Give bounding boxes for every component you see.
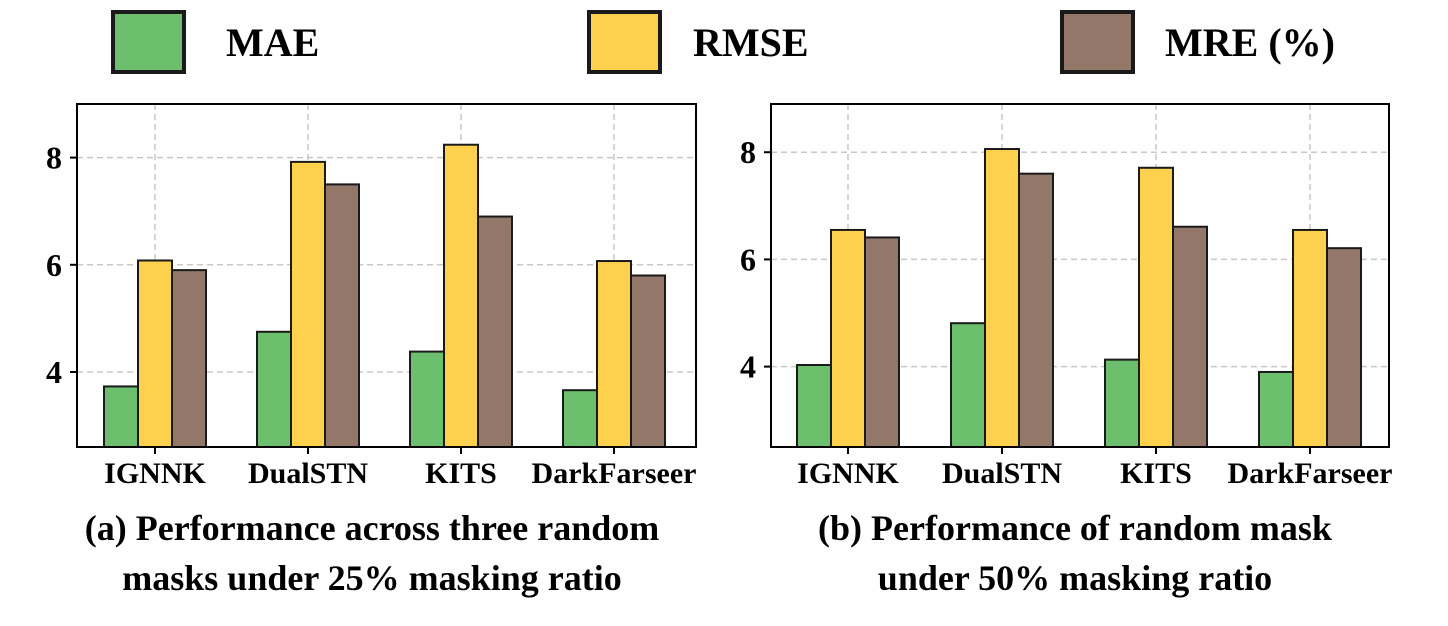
legend-label-mre: MRE (%) — [1165, 20, 1335, 65]
axes-frame — [770, 103, 1390, 448]
bar-mre-dualstn — [324, 183, 360, 448]
bar-mae-dualstn — [256, 330, 292, 448]
category-label-dualstn: DualSTN — [248, 457, 368, 490]
legend-label-rmse: RMSE — [693, 20, 809, 65]
bar-rmse-ignnk — [137, 259, 173, 448]
legend-swatch-mre — [1060, 10, 1135, 74]
bar-mae-darkfarseer — [1258, 370, 1294, 448]
bar-rmse-dualstn — [290, 160, 326, 448]
category-label-darkfarseer: DarkFarseer — [532, 457, 697, 490]
bar-mae-kits — [409, 350, 445, 448]
category-label-darkfarseer: DarkFarseer — [1228, 457, 1393, 490]
bar-rmse-dualstn — [984, 148, 1020, 449]
category-label-ignnk: IGNNK — [797, 457, 899, 490]
caption-b-line1: (b) Performance of random mask — [818, 508, 1332, 548]
ytick-label-4: 4 — [46, 354, 62, 390]
bar-mre-kits — [477, 215, 513, 448]
bar-mre-darkfarseer — [1326, 247, 1362, 448]
category-label-dualstn: DualSTN — [942, 457, 1062, 490]
legend-swatch-rmse — [587, 10, 662, 74]
bar-rmse-darkfarseer — [596, 260, 632, 448]
caption-b-line2: under 50% masking ratio — [878, 558, 1272, 598]
ytick-label-6: 6 — [740, 241, 756, 277]
axes-frame — [76, 103, 697, 448]
bar-mae-ignnk — [103, 385, 139, 448]
bar-rmse-darkfarseer — [1292, 228, 1328, 448]
bar-mae-kits — [1104, 358, 1140, 448]
legend-swatch-mae — [111, 10, 186, 74]
ytick-label-8: 8 — [46, 140, 62, 176]
bar-rmse-ignnk — [830, 228, 866, 448]
bar-mae-ignnk — [796, 364, 832, 448]
legend-label-mae: MAE — [226, 20, 319, 65]
chart-b: 4 6 8 IGNNK DualSTN KITS DarkFarseer — [740, 103, 1393, 490]
bar-mae-dualstn — [950, 322, 986, 448]
caption-a-line1: (a) Performance across three random — [85, 508, 660, 548]
bar-mre-darkfarseer — [630, 274, 666, 448]
ytick-label-8: 8 — [740, 134, 756, 170]
bar-rmse-kits — [1138, 166, 1174, 449]
bar-mre-ignnk — [171, 269, 207, 448]
chart-a: 4 6 8 IGNNK DualSTN KITS DarkFarseer — [46, 103, 697, 490]
bar-mre-ignnk — [864, 236, 900, 448]
caption-a-line2: masks under 25% masking ratio — [122, 558, 621, 598]
bar-mre-dualstn — [1018, 172, 1054, 448]
category-label-kits: KITS — [425, 457, 497, 490]
category-label-ignnk: IGNNK — [104, 457, 206, 490]
bar-rmse-kits — [443, 143, 479, 448]
bar-mre-kits — [1172, 225, 1208, 448]
category-label-kits: KITS — [1120, 457, 1192, 490]
bar-mae-darkfarseer — [562, 389, 598, 448]
ytick-label-6: 6 — [46, 247, 62, 283]
legend: MAE RMSE MRE (%) — [111, 10, 1335, 74]
ytick-label-4: 4 — [740, 349, 756, 385]
